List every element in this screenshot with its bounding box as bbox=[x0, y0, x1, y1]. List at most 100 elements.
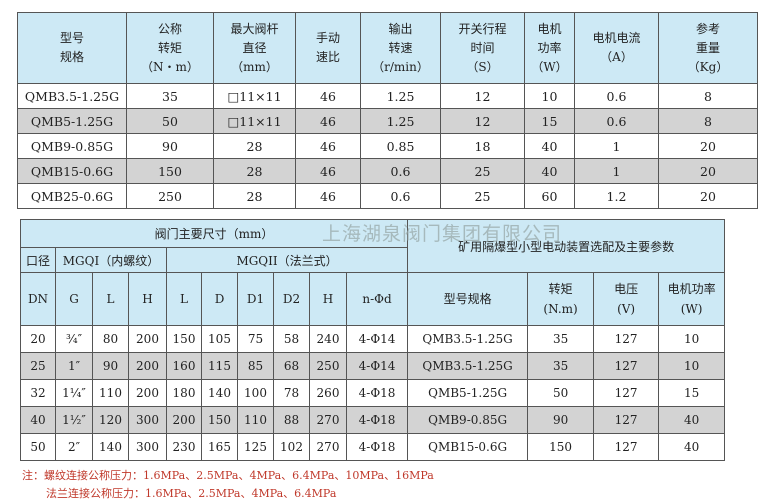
table-cell: 260 bbox=[309, 379, 347, 407]
mgqi-group: MGQI（内螺纹） bbox=[55, 247, 167, 273]
table-cell: 40 bbox=[524, 133, 575, 159]
table-cell: 127 bbox=[593, 406, 660, 434]
column-header: L bbox=[92, 272, 129, 326]
table-cell: 12 bbox=[440, 83, 525, 109]
table-cell: 200 bbox=[128, 325, 167, 353]
column-header: D1 bbox=[237, 272, 274, 326]
table-cell: 4-Φ18 bbox=[345, 379, 409, 407]
table-cell: 25 bbox=[20, 352, 56, 380]
table-cell: 35 bbox=[527, 352, 595, 380]
caliber-group: 口径 bbox=[20, 247, 56, 273]
table-cell: 200 bbox=[166, 406, 202, 434]
table-cell: 40 bbox=[658, 433, 726, 461]
table-cell: 140 bbox=[92, 433, 129, 461]
column-header: H bbox=[309, 272, 347, 326]
table-cell: QMB15-0.6G bbox=[17, 158, 127, 184]
table-cell: 75 bbox=[237, 325, 274, 353]
table-cell: 46 bbox=[295, 83, 361, 109]
table-cell: QMB3.5-1.25G bbox=[407, 325, 529, 353]
table-cell: 90 bbox=[92, 352, 129, 380]
table-cell: 15 bbox=[524, 108, 575, 134]
table-cell: 250 bbox=[126, 183, 214, 209]
table-cell: 10 bbox=[524, 83, 575, 109]
table-cell: 40 bbox=[524, 158, 575, 184]
column-header: 转矩 (N.m) bbox=[527, 272, 595, 326]
table-cell: 1″ bbox=[55, 352, 93, 380]
table-cell: 1¼″ bbox=[55, 379, 93, 407]
table-cell: 78 bbox=[273, 379, 310, 407]
table-cell: 270 bbox=[309, 406, 347, 434]
table-cell: 8 bbox=[658, 83, 758, 109]
column-header: 型号规格 bbox=[407, 272, 529, 326]
table-cell: 90 bbox=[126, 133, 214, 159]
table-cell: 250 bbox=[309, 352, 347, 380]
table-cell: 0.6 bbox=[360, 183, 441, 209]
table-cell: 50 bbox=[126, 108, 214, 134]
table-cell: 50 bbox=[527, 379, 595, 407]
table-cell: 46 bbox=[295, 183, 361, 209]
table-cell: 10 bbox=[658, 352, 726, 380]
table-cell: 240 bbox=[309, 325, 347, 353]
table-cell: 60 bbox=[524, 183, 575, 209]
table-cell: 127 bbox=[593, 352, 660, 380]
table-cell: 180 bbox=[166, 379, 202, 407]
table-cell: 127 bbox=[593, 433, 660, 461]
table-cell: 10 bbox=[658, 325, 726, 353]
table-cell: 150 bbox=[166, 325, 202, 353]
table-row: 50 2″ 140 300 230 165 125 102 270 4-Φ18 QMB15-0.6G… bbox=[20, 433, 726, 461]
table-cell: 40 bbox=[658, 406, 726, 434]
table-cell: 25 bbox=[440, 158, 525, 184]
table-row: QMB15-0.6G 150 28 46 0.6 25 40 1 20 bbox=[17, 158, 758, 184]
table-cell: 32 bbox=[20, 379, 56, 407]
table-cell: 90 bbox=[527, 406, 595, 434]
table-cell: 58 bbox=[273, 325, 310, 353]
table-cell: 100 bbox=[237, 379, 274, 407]
column-header: H bbox=[128, 272, 167, 326]
table-cell: 270 bbox=[309, 433, 347, 461]
table-cell: 20 bbox=[20, 325, 56, 353]
table-cell: 115 bbox=[201, 352, 238, 380]
table-row: QMB25-0.6G 250 28 46 0.6 25 60 1.2 20 bbox=[17, 183, 758, 209]
table-cell: 110 bbox=[92, 379, 129, 407]
dimension-title: 阀门主要尺寸（mm） bbox=[19, 219, 409, 248]
table-cell: 20 bbox=[658, 158, 758, 184]
table-cell: QMB9-0.85G bbox=[17, 133, 127, 159]
actuator-spec-table: 型号 规格 公称 转矩 （N・m） 最大阀杆 直径 （mm） 手动 速比 输出 转速 （… bbox=[17, 12, 758, 209]
table-cell: 1 bbox=[574, 158, 659, 184]
table-cell: 150 bbox=[527, 433, 595, 461]
table-cell: 18 bbox=[440, 133, 525, 159]
column-header: 电压 (V) bbox=[593, 272, 660, 326]
table-cell: 25 bbox=[440, 183, 525, 209]
table-cell: 15 bbox=[658, 379, 726, 407]
table-cell: 4-Φ18 bbox=[345, 433, 409, 461]
table-cell: 46 bbox=[295, 133, 361, 159]
table-cell: 46 bbox=[295, 108, 361, 134]
column-header: 输出 转速 （r/min） bbox=[360, 12, 441, 84]
table-cell: 50 bbox=[20, 433, 56, 461]
table-cell: 125 bbox=[237, 433, 274, 461]
table-cell: 1.25 bbox=[360, 83, 441, 109]
column-header: 开关行程 时间 （S） bbox=[440, 12, 525, 84]
table-cell: 1.25 bbox=[360, 108, 441, 134]
table-cell: 20 bbox=[658, 183, 758, 209]
table-cell: 35 bbox=[527, 325, 595, 353]
table-cell: 127 bbox=[593, 325, 660, 353]
table-cell: 12 bbox=[440, 108, 525, 134]
table-cell: 120 bbox=[92, 406, 129, 434]
table-cell: 300 bbox=[128, 406, 167, 434]
table-cell: QMB15-0.6G bbox=[407, 433, 529, 461]
table-cell: 127 bbox=[593, 379, 660, 407]
table-cell: 88 bbox=[273, 406, 310, 434]
company-watermark: 上海湖泉阀门集团有限公司 bbox=[322, 223, 563, 245]
table-cell: QMB25-0.6G bbox=[17, 183, 127, 209]
table-cell: 28 bbox=[213, 133, 296, 159]
column-header: 参考 重量 （Kg） bbox=[658, 12, 758, 84]
column-header: 公称 转矩 （N・m） bbox=[126, 12, 214, 84]
column-header: 型号 规格 bbox=[17, 12, 127, 84]
table-row: QMB9-0.85G 90 28 46 0.85 18 40 1 20 bbox=[17, 133, 758, 159]
table-cell: 230 bbox=[166, 433, 202, 461]
table-cell: 140 bbox=[201, 379, 238, 407]
table-cell: 46 bbox=[295, 158, 361, 184]
table-cell: 20 bbox=[658, 133, 758, 159]
